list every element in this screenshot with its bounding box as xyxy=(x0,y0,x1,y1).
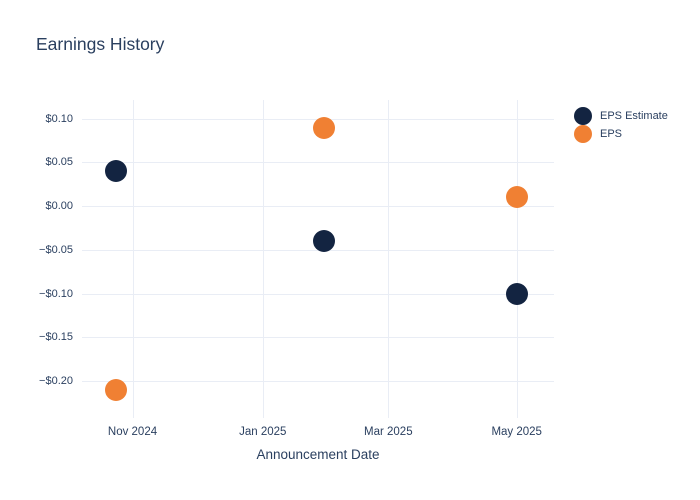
data-point-eps-estimate[interactable] xyxy=(104,160,127,183)
data-point-eps[interactable] xyxy=(505,186,528,209)
x-gridline xyxy=(388,100,390,418)
y-tick-label: −$0.10 xyxy=(39,287,73,300)
y-tick-label: $0.00 xyxy=(45,200,73,213)
legend-swatch-eps-icon xyxy=(574,125,592,143)
x-tick-label: May 2025 xyxy=(491,426,542,438)
chart-title: Earnings History xyxy=(36,34,165,54)
legend-item-label: EPS Estimate xyxy=(600,110,668,122)
y-tick-label: $0.05 xyxy=(45,156,73,169)
x-tick-label: Jan 2025 xyxy=(239,426,287,438)
data-point-eps-estimate[interactable] xyxy=(505,282,528,305)
data-point-eps[interactable] xyxy=(104,378,127,401)
legend-item-eps-estimate[interactable]: EPS Estimate xyxy=(574,107,668,125)
y-gridline xyxy=(82,380,554,382)
x-tick-label: Nov 2024 xyxy=(107,426,158,438)
legend: EPS Estimate EPS xyxy=(574,107,668,143)
x-gridline xyxy=(516,100,518,418)
legend-item-label: EPS xyxy=(600,128,623,140)
plot-area: $0.10 $0.05 $0.00 −$0.05 −$0.10 −$0.15 −$0.20 N… xyxy=(39,100,554,438)
y-gridline xyxy=(82,337,554,339)
x-gridline xyxy=(132,100,134,418)
y-tick-label: −$0.05 xyxy=(39,243,73,256)
legend-swatch-eps-estimate-icon xyxy=(574,107,592,125)
y-gridline xyxy=(82,293,554,295)
y-tick-label: $0.10 xyxy=(45,112,73,125)
y-tick-label: −$0.20 xyxy=(39,374,73,387)
y-gridline xyxy=(82,206,554,208)
data-point-eps-estimate[interactable] xyxy=(313,230,336,253)
x-tick-label: Mar 2025 xyxy=(364,426,413,438)
y-tick-label: −$0.15 xyxy=(39,331,73,344)
legend-item-eps[interactable]: EPS xyxy=(574,125,668,143)
x-gridline xyxy=(262,100,264,418)
x-axis-title: Announcement Date xyxy=(256,447,380,462)
data-point-eps[interactable] xyxy=(313,116,336,139)
y-gridline xyxy=(82,162,554,164)
